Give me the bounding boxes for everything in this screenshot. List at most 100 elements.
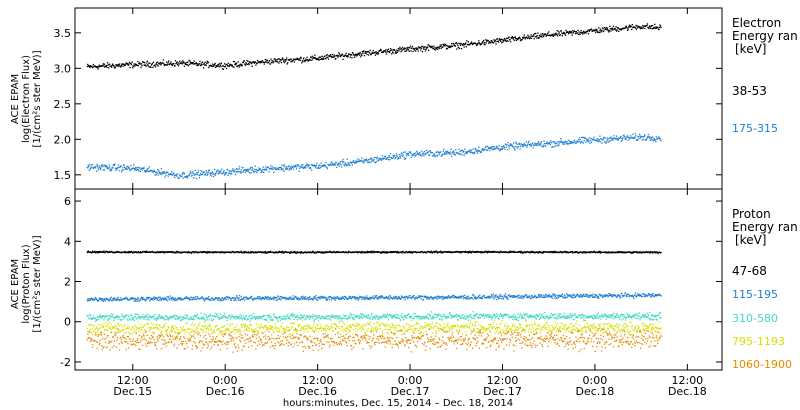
data-point bbox=[123, 251, 125, 253]
data-point bbox=[335, 57, 337, 60]
data-point bbox=[632, 133, 634, 135]
data-point bbox=[216, 170, 218, 173]
data-point bbox=[99, 316, 101, 318]
data-point bbox=[557, 144, 559, 147]
data-point bbox=[176, 61, 178, 63]
data-point bbox=[349, 164, 351, 166]
data-point bbox=[242, 297, 244, 299]
data-point bbox=[251, 169, 253, 171]
data-point bbox=[189, 60, 191, 62]
data-point bbox=[452, 45, 454, 47]
data-point bbox=[269, 297, 271, 299]
data-point bbox=[322, 165, 324, 167]
data-point bbox=[202, 63, 204, 66]
data-point bbox=[239, 295, 241, 297]
data-point bbox=[121, 313, 123, 315]
data-point bbox=[429, 297, 431, 300]
data-point bbox=[405, 157, 407, 160]
data-point bbox=[502, 298, 504, 300]
data-point bbox=[616, 139, 618, 141]
data-point bbox=[573, 141, 575, 144]
data-point bbox=[187, 250, 190, 253]
data-point bbox=[313, 315, 315, 317]
data-point bbox=[243, 317, 245, 319]
data-point bbox=[224, 173, 227, 175]
data-point bbox=[207, 171, 209, 173]
data-point bbox=[390, 156, 392, 159]
data-point bbox=[286, 317, 288, 320]
data-point bbox=[298, 297, 300, 299]
data-point bbox=[150, 298, 153, 300]
data-point bbox=[238, 299, 240, 301]
data-point bbox=[336, 251, 338, 254]
data-point bbox=[199, 318, 202, 320]
data-point bbox=[157, 61, 159, 63]
data-point bbox=[577, 33, 580, 35]
data-point bbox=[199, 64, 202, 67]
data-point bbox=[427, 151, 429, 153]
data-point bbox=[102, 64, 104, 66]
data-point bbox=[590, 28, 593, 30]
data-point bbox=[460, 48, 463, 50]
data-point bbox=[279, 317, 281, 319]
data-point bbox=[382, 158, 384, 160]
data-point bbox=[568, 294, 570, 296]
data-point bbox=[320, 252, 322, 254]
data-point bbox=[565, 143, 568, 145]
data-point bbox=[633, 297, 635, 300]
data-point bbox=[648, 294, 651, 296]
data-point bbox=[195, 62, 197, 65]
data-point bbox=[219, 313, 221, 315]
data-point bbox=[370, 252, 372, 254]
data-point bbox=[157, 174, 159, 176]
data-point bbox=[193, 177, 195, 179]
data-point bbox=[240, 299, 242, 301]
data-point bbox=[513, 296, 515, 298]
data-point bbox=[123, 63, 125, 66]
data-point bbox=[138, 170, 140, 172]
data-point bbox=[535, 143, 537, 145]
data-point bbox=[317, 320, 320, 322]
data-point bbox=[357, 52, 359, 55]
data-point bbox=[275, 59, 277, 61]
data-point bbox=[660, 295, 662, 297]
data-point bbox=[233, 297, 236, 299]
data-point bbox=[451, 296, 453, 299]
data-point bbox=[330, 315, 333, 317]
data-point bbox=[455, 149, 457, 151]
data-point bbox=[275, 317, 277, 319]
data-point bbox=[362, 296, 365, 298]
data-point bbox=[538, 295, 540, 297]
data-point bbox=[301, 166, 303, 168]
data-point bbox=[108, 251, 110, 253]
data-point bbox=[498, 251, 500, 253]
data-point bbox=[99, 167, 101, 169]
data-point bbox=[268, 316, 270, 318]
data-point bbox=[353, 318, 355, 321]
data-point bbox=[608, 251, 610, 253]
data-point bbox=[435, 47, 437, 49]
data-point bbox=[563, 142, 566, 144]
data-point bbox=[328, 251, 331, 253]
data-point bbox=[539, 294, 541, 296]
data-point bbox=[151, 170, 154, 172]
data-point bbox=[519, 251, 521, 253]
data-point bbox=[237, 298, 239, 300]
data-point bbox=[552, 294, 555, 296]
data-point bbox=[619, 297, 621, 299]
data-point bbox=[337, 316, 339, 318]
data-point bbox=[153, 171, 156, 173]
data-point bbox=[331, 316, 333, 318]
data-point bbox=[152, 317, 155, 319]
data-point bbox=[287, 168, 289, 170]
data-point bbox=[295, 298, 298, 300]
data-point bbox=[235, 168, 238, 170]
data-point bbox=[169, 62, 171, 65]
data-point bbox=[296, 251, 298, 253]
data-point bbox=[412, 50, 414, 53]
data-point bbox=[561, 32, 563, 34]
data-point bbox=[259, 298, 261, 300]
data-point bbox=[140, 316, 143, 319]
data-point bbox=[396, 251, 398, 253]
data-point bbox=[627, 29, 629, 31]
